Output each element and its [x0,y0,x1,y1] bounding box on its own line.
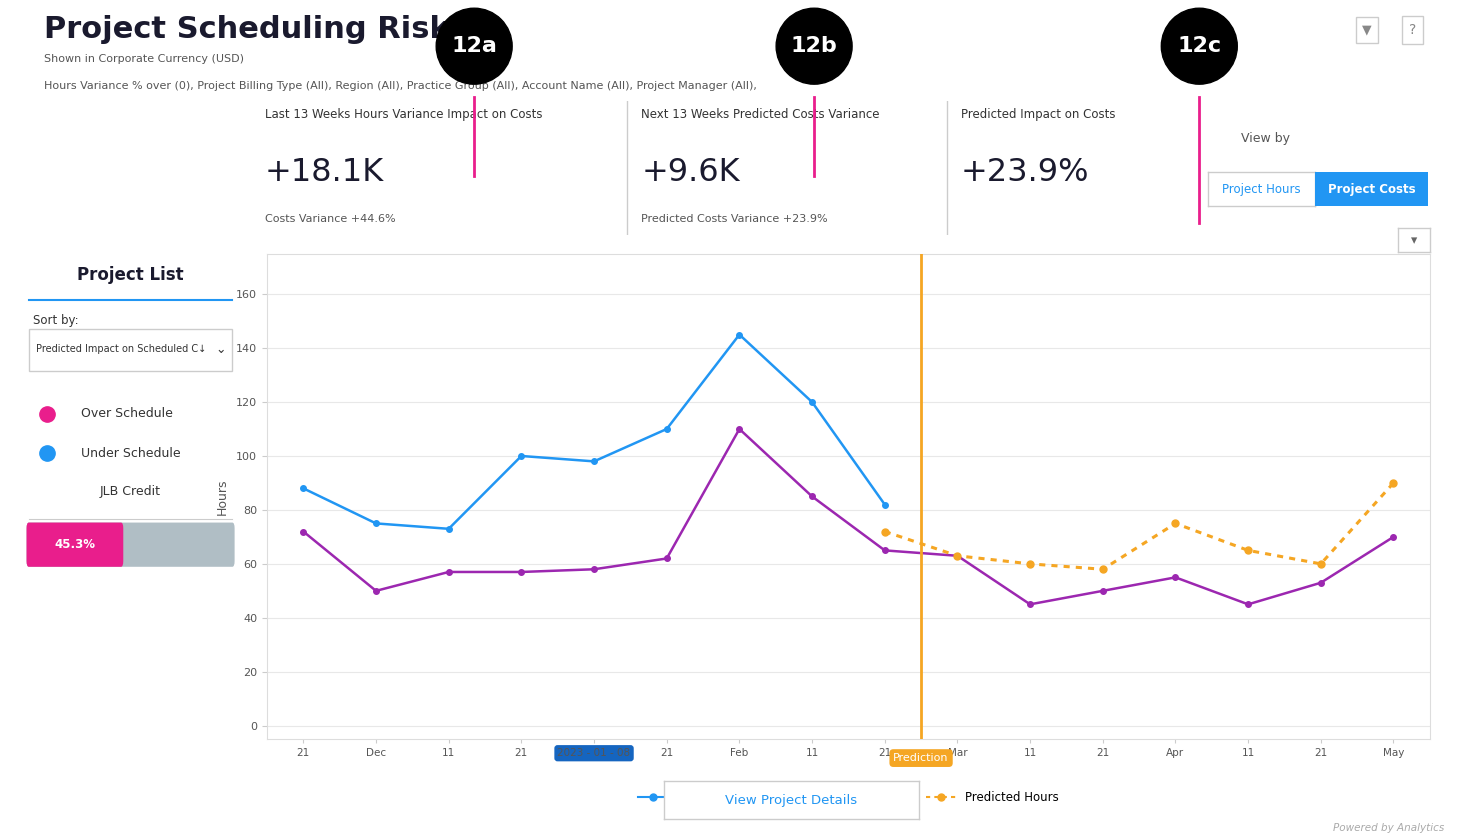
Text: Project List: Project List [77,266,184,284]
Text: Predicted Impact on Scheduled C↓: Predicted Impact on Scheduled C↓ [35,344,206,354]
FancyBboxPatch shape [26,522,235,567]
Text: Last 13 Weeks Hours Variance Impact on Costs: Last 13 Weeks Hours Variance Impact on C… [264,108,543,120]
Text: +18.1K: +18.1K [264,157,384,188]
Text: ▾: ▾ [1411,234,1417,247]
Text: ?: ? [1409,24,1415,37]
Text: ▼: ▼ [1363,24,1371,37]
Text: Project Hours: Project Hours [1223,182,1300,196]
Text: View by: View by [1240,132,1290,145]
Text: Over Schedule: Over Schedule [80,407,172,420]
Legend: Actual Hours, Scheduled Hours, Predicted Hours: Actual Hours, Scheduled Hours, Predicted… [633,786,1064,809]
Text: Predicted Costs Variance +23.9%: Predicted Costs Variance +23.9% [641,214,827,224]
Text: Next 13 Weeks Predicted Costs Variance: Next 13 Weeks Predicted Costs Variance [641,108,880,120]
Circle shape [436,8,512,84]
Text: +23.9%: +23.9% [961,157,1090,188]
FancyBboxPatch shape [29,328,232,371]
Text: Project Costs: Project Costs [1328,182,1415,196]
Text: Predicted Impact on Costs: Predicted Impact on Costs [961,108,1116,120]
Text: Costs Variance +44.6%: Costs Variance +44.6% [264,214,395,224]
FancyBboxPatch shape [26,522,123,567]
Text: Prediction: Prediction [893,753,948,763]
Text: Shown in Corporate Currency (USD): Shown in Corporate Currency (USD) [44,55,244,65]
Circle shape [776,8,852,84]
Text: 12c: 12c [1177,36,1221,56]
Text: Powered by Analytics: Powered by Analytics [1334,823,1444,833]
Circle shape [1161,8,1237,84]
Text: 12b: 12b [791,36,837,56]
Text: Project Scheduling Risk: Project Scheduling Risk [44,15,449,45]
Text: Total Hours Variance % (Last 13 Weeks): Total Hours Variance % (Last 13 Weeks) [489,234,786,247]
Text: Hours Variance % over (0), Project Billing Type (All), Region (All), Practice Gr: Hours Variance % over (0), Project Billi… [44,81,757,91]
Text: +9.6K: +9.6K [641,157,740,188]
Text: 45.3%: 45.3% [54,538,95,551]
Text: JLB Credit: JLB Credit [101,486,160,498]
Y-axis label: Hours: Hours [216,478,229,515]
Text: 12a: 12a [451,36,498,56]
Text: ⌄: ⌄ [214,343,226,355]
Text: +45.3%: +45.3% [1259,234,1316,247]
Text: Under Schedule: Under Schedule [80,447,181,459]
Text: View Project Details: View Project Details [725,794,858,806]
Text: Sort by:: Sort by: [34,314,79,328]
